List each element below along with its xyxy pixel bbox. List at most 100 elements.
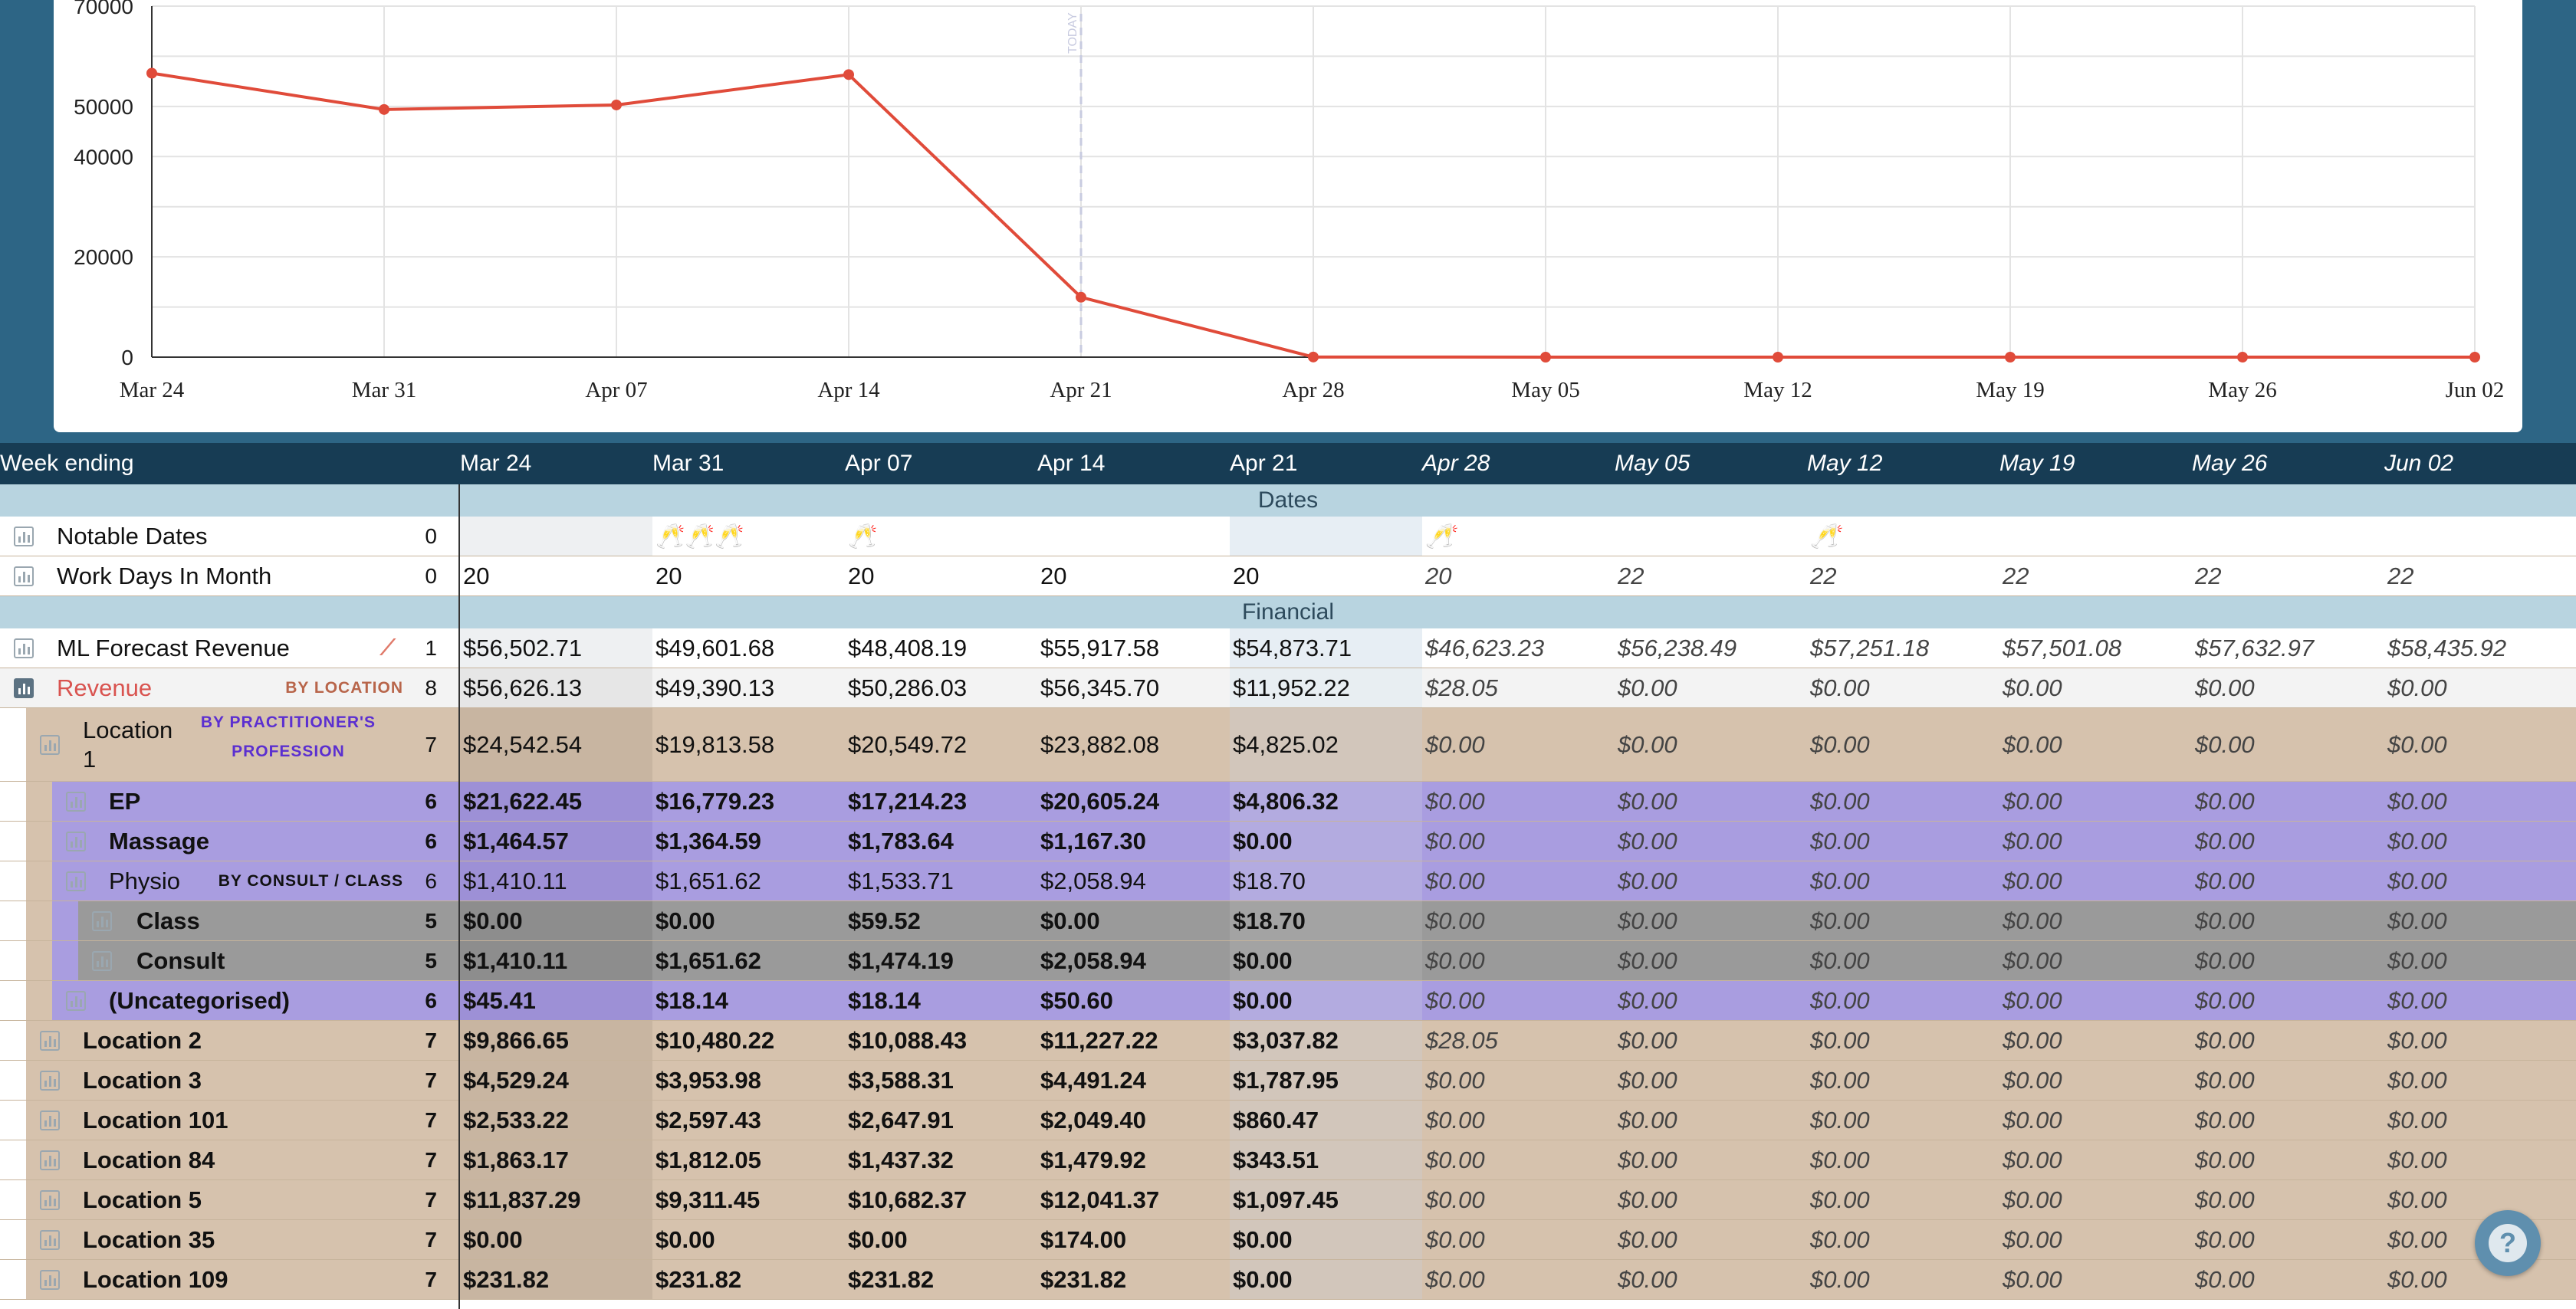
value-cell[interactable]: $231.82 [460,1260,652,1299]
value-cell[interactable]: $0.00 [2003,907,2062,934]
chart-toggle-icon[interactable] [14,677,34,698]
value-cell[interactable]: $1,410.11 [460,861,652,901]
value-cell[interactable]: 22 [1810,562,1837,589]
value-cell[interactable]: $0.00 [1618,1026,1677,1054]
value-cell[interactable]: $0.00 [1230,941,1422,980]
value-cell[interactable]: $0.00 [1810,867,1870,894]
value-cell[interactable]: $0.00 [2387,730,2447,758]
value-cell[interactable]: $55,917.58 [1040,634,1160,661]
value-cell[interactable]: $0.00 [1425,730,1485,758]
week-column-header[interactable]: Apr 07 [845,451,913,476]
week-column-header[interactable]: Mar 24 [460,451,532,476]
value-cell[interactable]: $0.00 [1425,1225,1485,1253]
value-cell[interactable]: $0.00 [2003,730,2062,758]
value-cell[interactable]: $0.00 [2387,946,2447,974]
row-label[interactable]: EP [109,787,141,815]
value-cell[interactable]: $10,480.22 [656,1026,775,1054]
row-label[interactable]: Location 3 [83,1066,202,1094]
value-cell[interactable]: $0.00 [1810,1026,1870,1054]
value-cell[interactable]: $0.00 [2003,1066,2062,1094]
value-cell[interactable]: $0.00 [1618,986,1677,1014]
value-cell[interactable]: $0.00 [2195,1026,2255,1054]
value-cell[interactable]: $0.00 [2387,787,2447,815]
week-column-header[interactable]: Jun 02 [2384,451,2454,476]
value-cell[interactable]: $231.82 [656,1265,742,1293]
value-cell[interactable]: $59.52 [848,907,921,934]
value-cell[interactable]: $0.00 [1810,1186,1870,1213]
value-cell[interactable]: $0.00 [2387,827,2447,855]
value-cell[interactable]: $28.05 [1425,1026,1498,1054]
value-cell[interactable]: $2,049.40 [1040,1106,1146,1133]
value-cell[interactable]: $0.00 [2003,986,2062,1014]
value-cell[interactable]: $9,311.45 [656,1186,761,1213]
value-cell[interactable]: $0.00 [1425,1066,1485,1094]
value-cell[interactable]: $11,837.29 [460,1180,652,1219]
value-cell[interactable]: $46,623.23 [1425,634,1545,661]
value-cell[interactable]: $0.00 [1810,674,1870,701]
value-cell[interactable]: $0.00 [1618,1225,1677,1253]
week-column-header[interactable]: Mar 31 [652,451,724,476]
value-cell[interactable]: $57,251.18 [1810,634,1930,661]
week-column-header[interactable]: May 26 [2192,451,2268,476]
row-label[interactable]: Massage [109,827,209,855]
value-cell[interactable]: $0.00 [1425,1265,1485,1293]
value-cell[interactable]: $18.70 [1230,901,1422,940]
value-cell[interactable]: $860.47 [1230,1101,1422,1140]
value-cell[interactable]: $10,088.43 [848,1026,968,1054]
value-cell[interactable]: 🥂 [848,523,878,550]
value-cell[interactable]: $0.00 [2195,907,2255,934]
row-label[interactable]: Location 35 [83,1225,215,1253]
week-column-header[interactable]: Apr 28 [1422,451,1490,476]
value-cell[interactable]: $0.00 [2387,674,2447,701]
value-cell[interactable]: $4,491.24 [1040,1066,1146,1094]
value-cell[interactable]: $0.00 [2195,1225,2255,1253]
value-cell[interactable]: $12,041.37 [1040,1186,1160,1213]
value-cell[interactable]: $0.00 [2387,1026,2447,1054]
group-by-tag[interactable]: BY CONSULT / CLASS [218,871,403,890]
value-cell[interactable]: $0.00 [1618,787,1677,815]
value-cell[interactable]: $49,601.68 [656,634,775,661]
value-cell[interactable]: 20 [1040,562,1067,589]
value-cell[interactable]: $0.00 [2387,1265,2447,1293]
value-cell[interactable]: $0.00 [1230,1220,1422,1259]
value-cell[interactable]: $0.00 [2195,674,2255,701]
value-cell[interactable]: $0.00 [1618,867,1677,894]
value-cell[interactable] [460,517,652,556]
chart-toggle-icon[interactable] [40,1110,60,1130]
row-label[interactable]: Class [136,907,200,934]
value-cell[interactable]: 22 [1618,562,1644,589]
value-cell[interactable]: $0.00 [1810,1265,1870,1293]
value-cell[interactable]: $0.00 [2003,1225,2062,1253]
value-cell[interactable]: $0.00 [2387,867,2447,894]
value-cell[interactable]: $1,863.17 [460,1140,652,1179]
trend-icon[interactable]: ⟋ [380,635,396,659]
value-cell[interactable]: $1,651.62 [656,946,761,974]
value-cell[interactable]: $0.00 [2003,827,2062,855]
value-cell[interactable]: 🥂🥂🥂 [656,523,744,550]
value-cell[interactable]: $231.82 [1040,1265,1127,1293]
value-cell[interactable]: $0.00 [1810,1225,1870,1253]
value-cell[interactable]: $0.00 [2195,946,2255,974]
value-cell[interactable]: $18.70 [1230,861,1422,901]
value-cell[interactable]: $0.00 [1040,907,1100,934]
value-cell[interactable]: $0.00 [1810,787,1870,815]
value-cell[interactable]: $0.00 [1810,1106,1870,1133]
value-cell[interactable]: $0.00 [2387,986,2447,1014]
value-cell[interactable]: $0.00 [2003,946,2062,974]
value-cell[interactable]: 20 [1425,562,1452,589]
value-cell[interactable]: $20,605.24 [1040,787,1160,815]
value-cell[interactable]: $23,882.08 [1040,730,1160,758]
value-cell[interactable]: $1,097.45 [1230,1180,1422,1219]
value-cell[interactable]: $1,812.05 [656,1146,761,1173]
value-cell[interactable] [1615,517,1807,556]
value-cell[interactable]: $0.00 [1618,674,1677,701]
value-cell[interactable]: $17,214.23 [848,787,968,815]
value-cell[interactable]: $0.00 [1618,730,1677,758]
value-cell[interactable]: $0.00 [1810,1146,1870,1173]
value-cell[interactable]: $57,501.08 [2003,634,2122,661]
value-cell[interactable]: $0.00 [1425,946,1485,974]
value-cell[interactable]: $0.00 [2387,1146,2447,1173]
value-cell[interactable]: $0.00 [1618,1106,1677,1133]
value-cell[interactable]: $2,647.91 [848,1106,954,1133]
value-cell[interactable] [1037,517,1230,556]
